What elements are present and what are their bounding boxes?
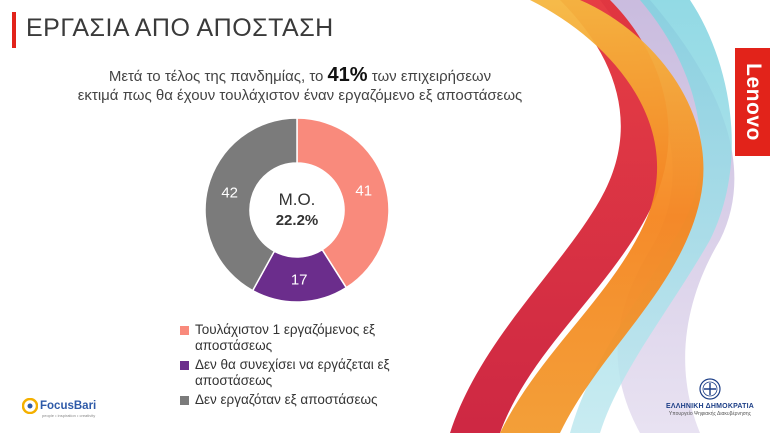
legend-item: Δεν θα συνεχίσει να εργάζεται εξ αποστάσ… xyxy=(180,357,430,389)
legend-swatch xyxy=(180,361,189,370)
donut-slice xyxy=(296,117,390,289)
chart-legend: Τουλάχιστον 1 εργαζόμενος εξ αποστάσεως … xyxy=(180,322,430,411)
donut-slice-value-label: 41 xyxy=(355,183,372,200)
donut-center-value: 22.2% xyxy=(276,212,319,229)
legend-label: Δεν εργαζόταν εξ αποστάσεως xyxy=(195,392,378,407)
donut-slice xyxy=(204,117,298,292)
legend-label: Δεν θα συνεχίσει να εργάζεται εξ αποστάσ… xyxy=(195,357,390,388)
page-title: ΕΡΓΑΣΙΑ ΑΠΟ ΑΠΟΣΤΑΣΗ xyxy=(26,14,334,42)
donut-slice-labels: 41 17 42 xyxy=(221,183,372,289)
subtitle-before: Μετά το τέλος της πανδημίας, το xyxy=(108,68,328,85)
donut-slice-value-label: 17 xyxy=(291,271,308,288)
focusbari-name: FocusBari xyxy=(40,400,97,412)
legend-item: Δεν εργαζόταν εξ αποστάσεως xyxy=(180,392,430,408)
lenovo-logo-text: Lenovo xyxy=(741,63,765,141)
focusbari-logo: FocusBari people • inspiration • creativ… xyxy=(22,398,97,418)
legend-label: Τουλάχιστον 1 εργαζόμενος εξ αποστάσεως xyxy=(195,322,376,353)
legend-item: Τουλάχιστον 1 εργαζόμενος εξ αποστάσεως xyxy=(180,322,430,354)
donut-slice-value-label: 42 xyxy=(221,185,238,202)
gov-name: ΕΛΛΗΝΙΚΗ ΔΗΜΟΚΡΑΤΙΑ xyxy=(666,403,754,410)
lenovo-logo: Lenovo xyxy=(735,48,770,156)
legend-swatch xyxy=(180,326,189,335)
ribbon-orange xyxy=(500,0,704,433)
focusbari-icon xyxy=(22,398,38,414)
subtitle: Μετά το τέλος της πανδημίας, το 41% των … xyxy=(40,64,560,105)
ribbon-teal xyxy=(570,0,732,433)
focusbari-tagline: people • inspiration • creativity xyxy=(42,413,96,418)
donut-center-label: Μ.Ο. xyxy=(279,190,316,209)
title-accent-bar xyxy=(12,12,16,48)
subtitle-line2: εκτιμά πως θα έχουν τουλάχιστον έναν εργ… xyxy=(77,87,523,104)
gov-sub: Υπουργείο Ψηφιακής Διακυβέρνησης xyxy=(668,411,752,417)
hellenic-seal-icon xyxy=(699,378,721,400)
donut-slices xyxy=(204,117,390,303)
subtitle-after: των επιχειρήσεων xyxy=(367,68,492,85)
legend-swatch xyxy=(180,396,189,405)
ribbon-red xyxy=(450,0,669,433)
subtitle-highlight: 41% xyxy=(327,64,368,86)
hellenic-republic-logo: ΕΛΛΗΝΙΚΗ ΔΗΜΟΚΡΑΤΙΑ Υπουργείο Ψηφιακής Δ… xyxy=(660,378,760,417)
